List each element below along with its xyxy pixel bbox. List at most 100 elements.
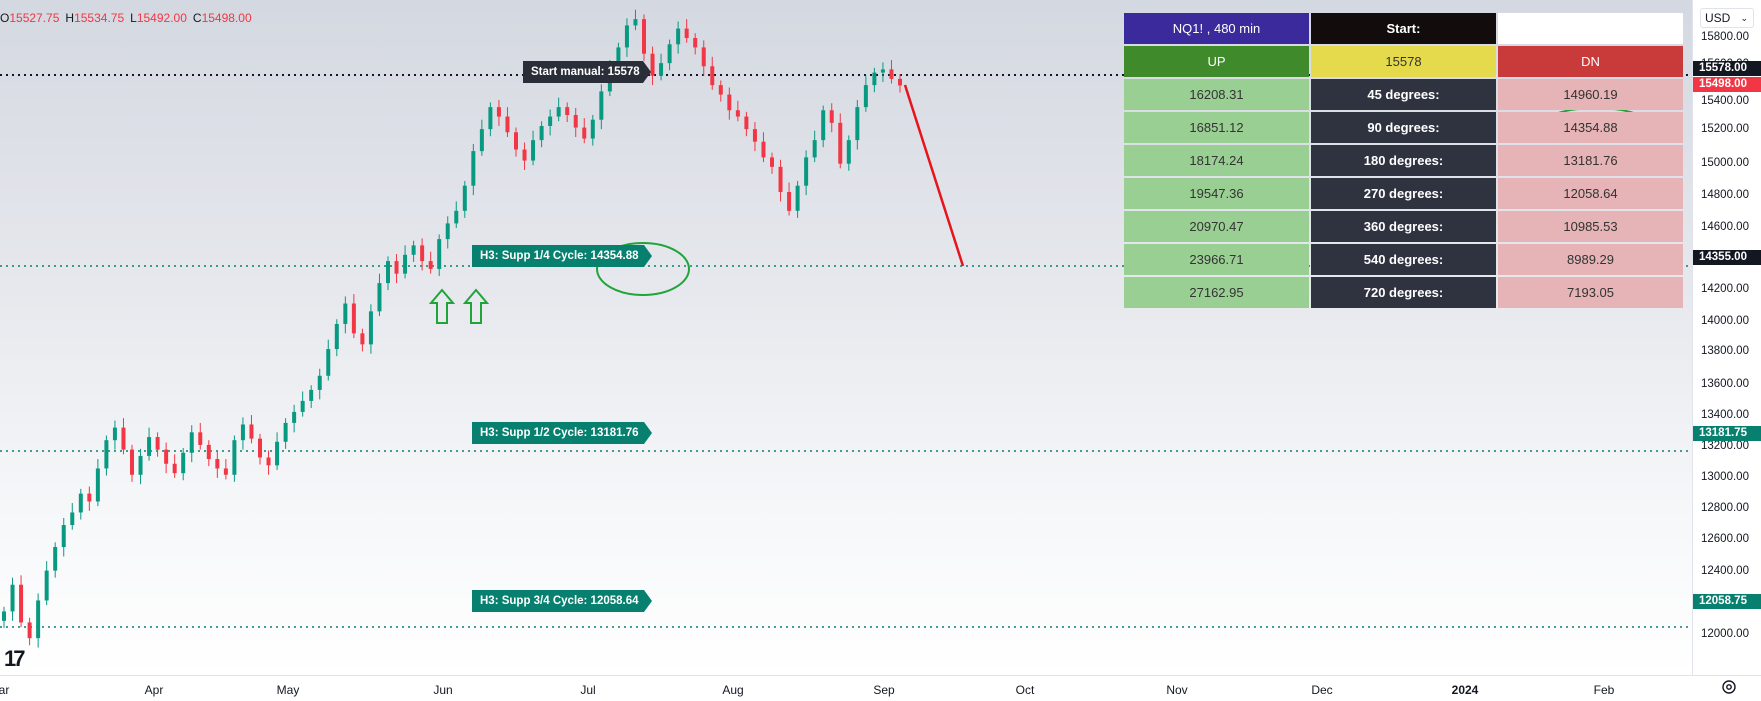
candle-body: [240, 424, 245, 441]
start-manual-label[interactable]: Start manual: 15578: [523, 61, 651, 83]
table-cell-up: 16851.12: [1124, 112, 1309, 143]
currency-selector[interactable]: USD ⌄: [1700, 8, 1754, 28]
table-cell-dn: 12058.64: [1498, 178, 1683, 209]
candle-body: [138, 455, 143, 475]
candle-body: [70, 512, 75, 526]
highlight-ellipse-label: [596, 242, 690, 296]
candle-body: [855, 107, 860, 141]
time-axis[interactable]: ar Apr May Jun Jul Aug Sep Oct Nov Dec 2024 Feb: [0, 675, 1761, 701]
candle-body: [386, 261, 390, 284]
table-cell-dn: 14960.19: [1498, 79, 1683, 110]
candle-body: [223, 468, 228, 475]
price-tick-label: 13400.00: [1701, 409, 1749, 421]
candle-body: [206, 444, 211, 460]
candle-body: [812, 140, 817, 158]
candle-body: [215, 459, 220, 469]
table-cell-deg: 720 degrees:: [1311, 277, 1496, 308]
table-cell-deg: 180 degrees:: [1311, 145, 1496, 176]
candle-body: [846, 140, 851, 164]
candle-body: [795, 185, 800, 211]
price-tick-label: 14000.00: [1701, 315, 1749, 327]
time-tick-label: Sep: [873, 683, 895, 697]
candle-body: [437, 239, 442, 269]
chevron-down-icon: ⌄: [1740, 13, 1748, 23]
candle-body: [778, 166, 783, 192]
candle-body: [172, 463, 177, 474]
candle-body: [445, 223, 450, 240]
candle-body: [360, 333, 365, 345]
time-tick-label: Aug: [722, 683, 744, 697]
candle-body: [838, 122, 843, 164]
time-tick-label: Jun: [433, 683, 453, 697]
up-arrow-icon: [462, 288, 490, 324]
time-tick-label: Feb: [1593, 683, 1615, 697]
candle-body: [317, 375, 322, 390]
supp-three-quarter-text: H3: Supp 3/4 Cycle: 12058.64: [480, 595, 639, 607]
candle-body: [770, 157, 774, 167]
candle-body: [326, 349, 331, 376]
time-tick-label: Oct: [1015, 683, 1035, 697]
candle-body: [198, 432, 203, 445]
candle-body: [710, 66, 715, 86]
tradingview-logo[interactable]: 17: [4, 646, 26, 671]
supp-three-quarter-cycle-label[interactable]: H3: Supp 3/4 Cycle: 12058.64: [472, 590, 652, 612]
price-tick-label: 15200.00: [1701, 123, 1749, 135]
candle-body: [19, 584, 24, 623]
candle-body: [872, 72, 877, 86]
price-badge: 13181.75: [1693, 426, 1761, 441]
candle-body: [479, 129, 484, 152]
candle-body: [462, 185, 467, 211]
price-badge: 15578.00: [1693, 61, 1761, 76]
time-tick-label: Dec: [1311, 683, 1333, 697]
candle-body: [121, 427, 126, 450]
candle-body: [249, 424, 254, 439]
candle-body: [898, 78, 902, 86]
table-row: 20970.47 360 degrees: 10985.53: [1124, 211, 1683, 242]
table-start-value: 15578: [1311, 46, 1496, 77]
candle-body: [642, 19, 646, 54]
candle-body: [292, 411, 297, 423]
candle-body: [112, 427, 117, 441]
candle-body: [334, 323, 339, 350]
candle-body: [761, 141, 766, 158]
candle-body: [2, 611, 6, 621]
gear-icon[interactable]: [1720, 678, 1738, 696]
candle-body: [667, 44, 672, 64]
candle-body: [735, 110, 740, 117]
table-cell-up: 23966.71: [1124, 244, 1309, 275]
candle-body: [104, 440, 109, 469]
table-cell-up: 18174.24: [1124, 145, 1309, 176]
candle-body: [95, 468, 100, 502]
candle-body: [411, 245, 416, 255]
price-axis[interactable]: 15800.0015600.0015400.0015200.0015000.00…: [1692, 0, 1761, 675]
candle-body: [821, 110, 826, 141]
table-title: NQ1! , 480 min: [1124, 13, 1309, 44]
candle-body: [624, 25, 629, 48]
candle-body: [300, 400, 305, 412]
price-tick-label: 15000.00: [1701, 157, 1749, 169]
price-tick-label: 13000.00: [1701, 471, 1749, 483]
candle-body: [539, 125, 544, 141]
candle-body: [650, 53, 655, 76]
candle-body: [659, 63, 664, 76]
candle-body: [488, 107, 493, 130]
price-tick-label: 12400.00: [1701, 565, 1749, 577]
price-tick-label: 12800.00: [1701, 502, 1749, 514]
candle-body: [556, 107, 561, 117]
candle-body: [522, 149, 527, 161]
chart-area[interactable]: O15527.75 H15534.75 L15492.00 C15498.00 Sta…: [0, 0, 1692, 675]
candle-body: [343, 303, 348, 324]
supp-quarter-cycle-label[interactable]: H3: Supp 1/4 Cycle: 14354.88: [472, 245, 652, 267]
price-tick-label: 13800.00: [1701, 345, 1749, 357]
candle-body: [232, 440, 237, 475]
candle-body: [684, 28, 689, 38]
candle-body: [428, 261, 433, 269]
candle-body: [164, 449, 169, 464]
candle-body: [496, 107, 501, 117]
candle-body: [616, 47, 621, 70]
time-tick-label: Nov: [1166, 683, 1188, 697]
supp-half-cycle-label[interactable]: H3: Supp 1/2 Cycle: 13181.76: [472, 422, 652, 444]
currency-label: USD: [1705, 11, 1731, 25]
price-tick-label: 12000.00: [1701, 628, 1749, 640]
time-tick-label: 2024: [1451, 683, 1479, 697]
